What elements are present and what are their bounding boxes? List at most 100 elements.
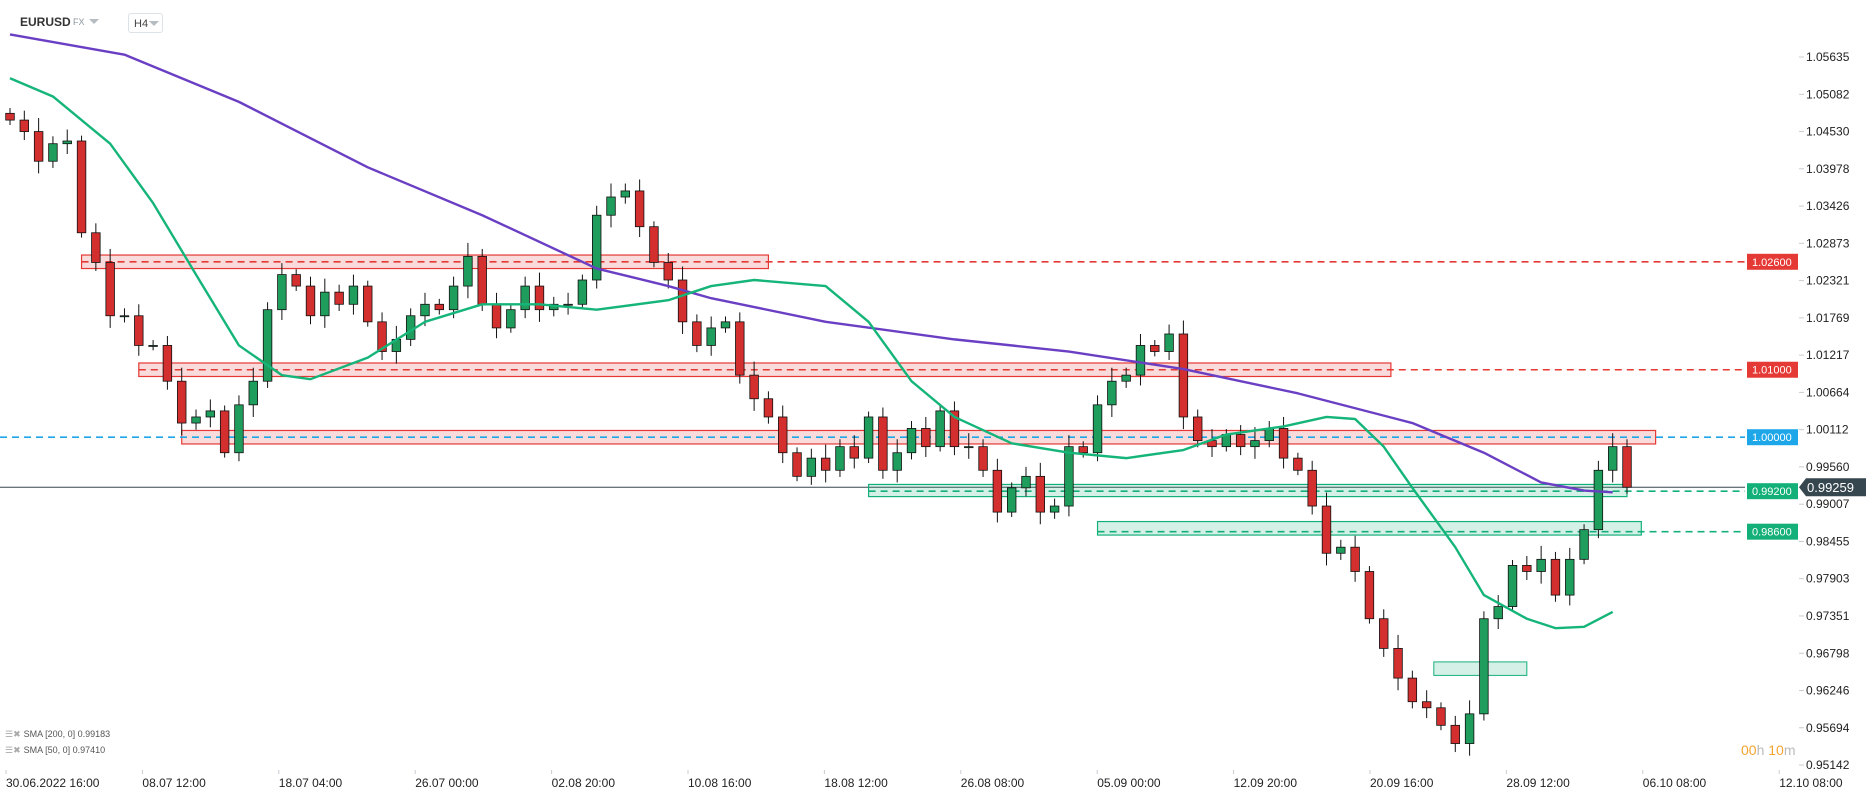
candle-body [477, 255, 487, 305]
candle-body [720, 321, 731, 329]
candle-body [763, 398, 774, 418]
y-tick-label: 1.02321 [1806, 274, 1850, 288]
candle-body [1135, 345, 1146, 376]
candle-body [1193, 416, 1203, 441]
candle-body [191, 416, 201, 424]
legend-sma200[interactable]: ☰✖ SMA [200, 0] 0.99183 [5, 729, 110, 740]
candle-body [1393, 648, 1403, 679]
y-tick-label: 0.95694 [1806, 721, 1850, 735]
candle-body [1536, 558, 1546, 572]
candle-body [305, 285, 316, 317]
candle-body [262, 309, 273, 382]
candle-body [1178, 333, 1189, 418]
candle-body [320, 291, 330, 317]
timeframe-select[interactable]: H4 [128, 13, 163, 33]
level-label-box [1747, 361, 1798, 378]
candle-body [1250, 440, 1260, 448]
candle-body [706, 327, 716, 346]
candle-body [978, 446, 988, 471]
candle-body [162, 345, 173, 382]
y-tick-label: 0.97903 [1806, 572, 1850, 586]
sma50-line [9, 77, 1614, 630]
level-label: 0.99200 [1752, 486, 1792, 498]
candle-body [892, 452, 902, 471]
candle-body [33, 131, 44, 162]
candle-body [1092, 404, 1103, 454]
candle-body [1278, 428, 1289, 459]
y-tick-label: 1.04530 [1806, 125, 1850, 139]
candle-body [677, 279, 688, 323]
candle-body [1379, 618, 1389, 649]
candle-body [434, 303, 444, 311]
candle-body [620, 190, 631, 198]
candle-body [420, 303, 430, 317]
candle-body [921, 428, 931, 448]
candle-body [863, 416, 874, 459]
candle-body [119, 315, 130, 318]
settings-icon[interactable]: ☰✖ [5, 745, 21, 755]
candle-body [520, 285, 530, 311]
x-tick-label: 20.09 16:00 [1370, 776, 1434, 790]
candle-body [105, 262, 115, 317]
x-tick-label: 06.10 08:00 [1643, 776, 1707, 790]
candle-body [1579, 529, 1589, 560]
y-tick-label: 1.05635 [1806, 50, 1850, 64]
candle-body [806, 457, 817, 477]
candle-body [1307, 469, 1317, 507]
candle-countdown: 00h 10m [1741, 742, 1796, 758]
candle-body [835, 446, 845, 471]
x-tick-label: 28.09 12:00 [1506, 776, 1570, 790]
candle-body [219, 410, 230, 454]
candle-body [849, 446, 859, 459]
chart-header: EURUSD FX H4 [0, 0, 300, 40]
candle-body [205, 410, 216, 418]
candle-body [1006, 487, 1017, 513]
y-tick-label: 0.98455 [1806, 534, 1850, 548]
x-tick-label: 26.08 08:00 [961, 776, 1025, 790]
candle-body [1407, 677, 1418, 703]
level-label-box [1747, 483, 1798, 500]
candle-body [1421, 701, 1432, 709]
symbol-dropdown-icon[interactable] [89, 19, 99, 24]
symbol-label[interactable]: EURUSD [20, 15, 71, 29]
candle-body [363, 285, 373, 323]
candle-body [1464, 713, 1475, 744]
candle-body [534, 285, 545, 311]
y-tick-label: 1.03426 [1806, 199, 1850, 213]
level-label: 0.98600 [1752, 527, 1792, 539]
x-tick-label: 10.08 16:00 [688, 776, 752, 790]
y-tick-label: 1.00664 [1806, 385, 1850, 399]
candle-body [1507, 565, 1518, 607]
candle-body [592, 214, 602, 281]
candle-body [448, 285, 459, 311]
candle-body [778, 416, 788, 454]
candle-body [878, 416, 888, 471]
level-label-box [1747, 523, 1798, 540]
y-tick-label: 0.97351 [1806, 609, 1850, 623]
market-label: FX [73, 17, 85, 27]
candle-body [1522, 565, 1532, 572]
y-tick-label: 1.01769 [1806, 311, 1850, 325]
candle-body [491, 303, 502, 329]
candle-body [506, 309, 516, 329]
candle-body [1107, 380, 1117, 406]
x-tick-label: 26.07 00:00 [415, 776, 479, 790]
candle-body [1550, 558, 1561, 596]
legend-sma50[interactable]: ☰✖ SMA [50, 0] 0.97410 [5, 745, 105, 756]
candle-body [1121, 374, 1131, 382]
chevron-down-icon [149, 21, 159, 26]
x-tick-label: 08.07 12:00 [142, 776, 206, 790]
candle-body [277, 274, 287, 311]
candle-body [1264, 428, 1274, 441]
candle-body [1336, 546, 1346, 554]
y-tick-label: 1.03978 [1806, 162, 1850, 176]
candle-body [1622, 446, 1632, 488]
legend-label: SMA [200, 0] 0.99183 [23, 729, 111, 739]
candle-body [949, 410, 960, 448]
candle-body [1078, 446, 1088, 454]
settings-icon[interactable]: ☰✖ [5, 729, 21, 739]
candle-body [1450, 724, 1460, 744]
candle-body [463, 255, 473, 287]
candle-body [148, 345, 158, 347]
